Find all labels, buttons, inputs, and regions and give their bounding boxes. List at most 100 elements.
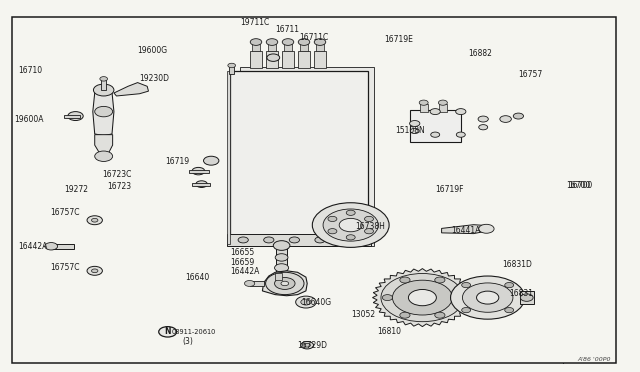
Circle shape (264, 237, 274, 243)
Circle shape (435, 312, 445, 318)
Bar (192, 183, 210, 186)
Bar (284, 44, 292, 51)
Text: 16757C: 16757C (50, 263, 79, 272)
Circle shape (95, 106, 113, 117)
Text: 16719: 16719 (165, 157, 189, 166)
Text: 15108N: 15108N (396, 126, 425, 135)
Text: 16655: 16655 (230, 248, 255, 257)
Circle shape (479, 125, 488, 130)
Circle shape (266, 39, 278, 45)
Text: 19272: 19272 (64, 185, 88, 194)
Bar (250, 51, 262, 68)
Text: 19600A: 19600A (14, 115, 44, 124)
Circle shape (266, 272, 304, 295)
Circle shape (192, 167, 205, 175)
Bar (101, 80, 106, 90)
Text: 16723C: 16723C (102, 170, 132, 179)
Polygon shape (95, 135, 113, 156)
Bar (300, 44, 308, 51)
Polygon shape (262, 271, 307, 296)
Circle shape (438, 100, 447, 105)
Circle shape (477, 291, 499, 304)
Text: (3): (3) (182, 337, 193, 346)
Polygon shape (240, 67, 374, 246)
Circle shape (68, 112, 83, 121)
Circle shape (431, 132, 440, 137)
Circle shape (479, 224, 494, 233)
Circle shape (339, 218, 362, 232)
Circle shape (410, 121, 420, 126)
Circle shape (267, 54, 280, 61)
Polygon shape (114, 83, 148, 96)
Circle shape (244, 280, 255, 286)
Circle shape (328, 216, 337, 221)
Bar (276, 247, 287, 272)
Bar (51, 244, 74, 249)
Circle shape (204, 156, 219, 165)
Bar (282, 51, 294, 68)
Circle shape (328, 228, 337, 234)
Text: 16729D: 16729D (298, 341, 328, 350)
Circle shape (478, 116, 488, 122)
Circle shape (275, 254, 288, 261)
Polygon shape (227, 234, 371, 246)
Text: 16442A: 16442A (18, 242, 47, 251)
Text: 08911-20610: 08911-20610 (172, 329, 216, 335)
Bar (266, 51, 278, 68)
Circle shape (275, 278, 295, 289)
Circle shape (228, 63, 236, 68)
Circle shape (314, 39, 326, 45)
Circle shape (323, 209, 378, 241)
Text: 16700: 16700 (566, 182, 590, 190)
Circle shape (159, 327, 177, 337)
Circle shape (238, 237, 248, 243)
Text: 16882: 16882 (468, 49, 492, 58)
Circle shape (400, 312, 410, 318)
Circle shape (451, 276, 525, 319)
Circle shape (430, 109, 440, 115)
Bar (268, 44, 276, 51)
Text: 16640G: 16640G (301, 298, 331, 307)
Circle shape (400, 277, 410, 283)
Text: 16831: 16831 (509, 289, 532, 298)
Circle shape (435, 277, 445, 283)
Bar (439, 104, 447, 112)
Text: 16719F: 16719F (435, 185, 464, 194)
Text: 16711: 16711 (275, 25, 300, 34)
Circle shape (275, 264, 289, 272)
Circle shape (520, 294, 533, 301)
Bar (275, 273, 282, 280)
Circle shape (500, 116, 511, 122)
Circle shape (301, 341, 314, 349)
Circle shape (100, 77, 108, 81)
Bar (420, 104, 428, 112)
Circle shape (87, 216, 102, 225)
Circle shape (273, 241, 290, 250)
Bar (252, 44, 260, 51)
Text: 16810: 16810 (378, 327, 402, 336)
Polygon shape (372, 269, 472, 327)
Circle shape (419, 100, 428, 105)
Polygon shape (442, 225, 488, 234)
Circle shape (452, 295, 463, 301)
Bar (316, 44, 324, 51)
Circle shape (301, 299, 311, 305)
Bar (229, 66, 234, 74)
Circle shape (196, 181, 207, 187)
Circle shape (312, 203, 389, 247)
Circle shape (381, 273, 464, 322)
Circle shape (463, 283, 513, 312)
Circle shape (505, 282, 514, 288)
Circle shape (356, 237, 367, 243)
Circle shape (410, 128, 419, 134)
Circle shape (95, 151, 113, 161)
Circle shape (92, 218, 98, 222)
Circle shape (392, 280, 452, 315)
Text: 16757C: 16757C (50, 208, 79, 217)
Text: 16831D: 16831D (502, 260, 532, 269)
Circle shape (250, 39, 262, 45)
Circle shape (45, 243, 58, 250)
Text: 16640: 16640 (186, 273, 210, 282)
Circle shape (346, 210, 355, 215)
Polygon shape (227, 71, 230, 244)
